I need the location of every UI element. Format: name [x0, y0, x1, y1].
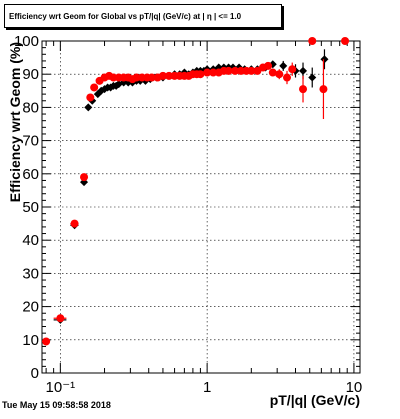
x-axis-label: pT/|q| (GeV/c) — [270, 392, 360, 408]
data-series — [42, 37, 350, 346]
data-point — [268, 68, 277, 77]
data-point — [165, 71, 174, 80]
data-point — [299, 66, 308, 75]
data-point — [147, 73, 156, 82]
y-tick-label: 100 — [14, 33, 39, 50]
data-point — [209, 68, 218, 77]
y-axis-label: Efficiency wrt Geom (%) — [7, 42, 23, 202]
data-point — [264, 61, 273, 70]
chart-title-box: Efficiency wrt Geom for Global vs pT/|q|… — [4, 4, 282, 28]
data-point — [70, 219, 79, 228]
data-point — [288, 65, 297, 74]
data-point — [90, 83, 99, 92]
data-point — [224, 66, 233, 75]
y-tick-label: 40 — [22, 232, 39, 249]
data-point — [282, 73, 291, 82]
data-point — [196, 70, 205, 79]
plot-frame — [41, 40, 361, 374]
data-point — [231, 66, 240, 75]
data-point — [320, 55, 329, 64]
y-tick-label: 0 — [31, 365, 39, 382]
data-point — [275, 70, 284, 79]
y-tick-label: 50 — [22, 199, 39, 216]
data-point — [341, 37, 350, 45]
y-tick-label: 60 — [22, 166, 39, 183]
series-black — [42, 49, 329, 346]
data-point — [299, 85, 308, 94]
y-tick-label: 70 — [22, 133, 39, 150]
data-point — [42, 337, 51, 346]
data-point — [84, 103, 93, 112]
x-tick-label: 1 — [203, 379, 211, 396]
data-point — [86, 93, 95, 102]
timestamp: Tue May 15 09:58:58 2018 — [2, 400, 111, 410]
data-point — [308, 37, 317, 45]
data-point — [158, 71, 167, 80]
x-tick-label: 10⁻¹ — [46, 379, 76, 396]
grid-lines — [42, 41, 360, 373]
data-point — [247, 66, 256, 75]
data-point — [56, 314, 65, 323]
y-tick-label: 30 — [22, 265, 39, 282]
y-tick-label: 90 — [22, 66, 39, 83]
series-red — [42, 37, 350, 346]
data-point — [203, 68, 212, 77]
data-point — [279, 61, 288, 70]
chart-title: Efficiency wrt Geom for Global vs pT/|q|… — [9, 12, 242, 21]
data-point — [132, 73, 141, 82]
y-tick-label: 20 — [22, 299, 39, 316]
data-point — [319, 85, 328, 94]
x-tick-label: 10 — [346, 379, 363, 396]
data-point — [308, 73, 317, 82]
y-tick-label: 80 — [22, 99, 39, 116]
y-tick-label: 10 — [22, 332, 39, 349]
data-point — [80, 173, 89, 182]
axes: 0 10 20 30 40 50 60 70 80 90 100 10⁻¹ 1 10 — [14, 33, 362, 396]
